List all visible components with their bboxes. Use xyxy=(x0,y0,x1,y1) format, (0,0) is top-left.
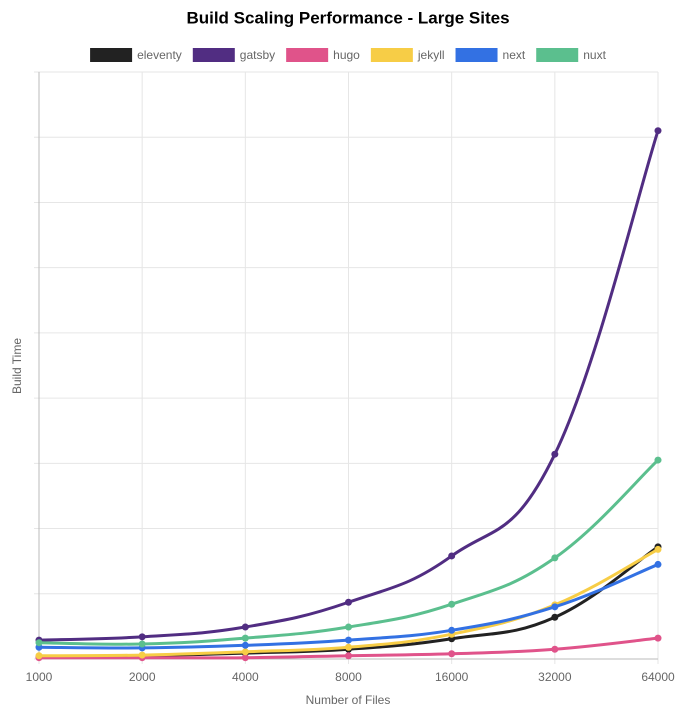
x-tick-label: 1000 xyxy=(26,670,53,684)
data-point xyxy=(551,645,559,653)
legend-item[interactable]: jekyll xyxy=(370,48,445,62)
data-point xyxy=(35,652,43,660)
legend: eleventy gatsby hugo jekyll next nuxt xyxy=(90,48,607,62)
legend-swatch[interactable] xyxy=(90,48,133,62)
data-point xyxy=(138,651,146,659)
x-tick-label: 4000 xyxy=(232,670,259,684)
data-point xyxy=(345,652,352,660)
x-tick-label: 2000 xyxy=(129,670,156,684)
legend-item[interactable]: gatsby xyxy=(192,48,275,62)
legend-item[interactable]: eleventy xyxy=(90,48,182,62)
legend-swatch[interactable] xyxy=(455,48,498,62)
data-point xyxy=(345,636,352,644)
legend-label[interactable]: next xyxy=(503,48,526,62)
legend-swatch[interactable] xyxy=(286,48,329,62)
data-point xyxy=(241,654,249,662)
data-point xyxy=(551,603,559,611)
data-point xyxy=(241,623,249,631)
x-axis-label: Number of Files xyxy=(306,693,391,707)
data-point xyxy=(448,626,456,634)
legend-label[interactable]: hugo xyxy=(333,48,360,62)
y-axis-label: Build Time xyxy=(10,338,24,394)
legend-label[interactable]: gatsby xyxy=(240,48,275,62)
data-point xyxy=(345,623,352,631)
data-point xyxy=(654,634,662,642)
legend-item[interactable]: nuxt xyxy=(536,48,607,62)
data-point xyxy=(241,641,249,649)
x-tick-label: 8000 xyxy=(335,670,362,684)
x-tick-label: 16000 xyxy=(435,670,469,684)
legend-swatch[interactable] xyxy=(370,48,413,62)
legend-item[interactable]: next xyxy=(455,48,526,62)
legend-label[interactable]: jekyll xyxy=(417,48,445,62)
data-point xyxy=(448,552,456,560)
data-point xyxy=(551,554,559,562)
data-point xyxy=(654,127,662,135)
data-point xyxy=(654,456,662,464)
data-point xyxy=(345,598,352,606)
legend-label[interactable]: nuxt xyxy=(583,48,606,62)
data-point xyxy=(138,640,146,648)
legend-item[interactable]: hugo xyxy=(286,48,360,62)
data-point xyxy=(551,450,559,458)
series-line xyxy=(38,130,660,642)
data-point xyxy=(654,545,662,553)
data-point xyxy=(345,643,352,651)
x-tick-label: 32000 xyxy=(538,670,572,684)
data-point xyxy=(448,650,456,658)
data-point xyxy=(138,633,146,641)
data-point xyxy=(551,613,559,621)
legend-swatch[interactable] xyxy=(192,48,235,62)
chart-title: Build Scaling Performance - Large Sites xyxy=(186,8,509,27)
data-point xyxy=(35,639,43,647)
data-point xyxy=(241,648,249,656)
legend-label[interactable]: eleventy xyxy=(137,48,182,62)
data-point xyxy=(448,600,456,608)
data-point xyxy=(654,560,662,568)
x-tick-label: 64000 xyxy=(641,670,675,684)
data-point xyxy=(241,634,249,642)
legend-swatch[interactable] xyxy=(536,48,579,62)
